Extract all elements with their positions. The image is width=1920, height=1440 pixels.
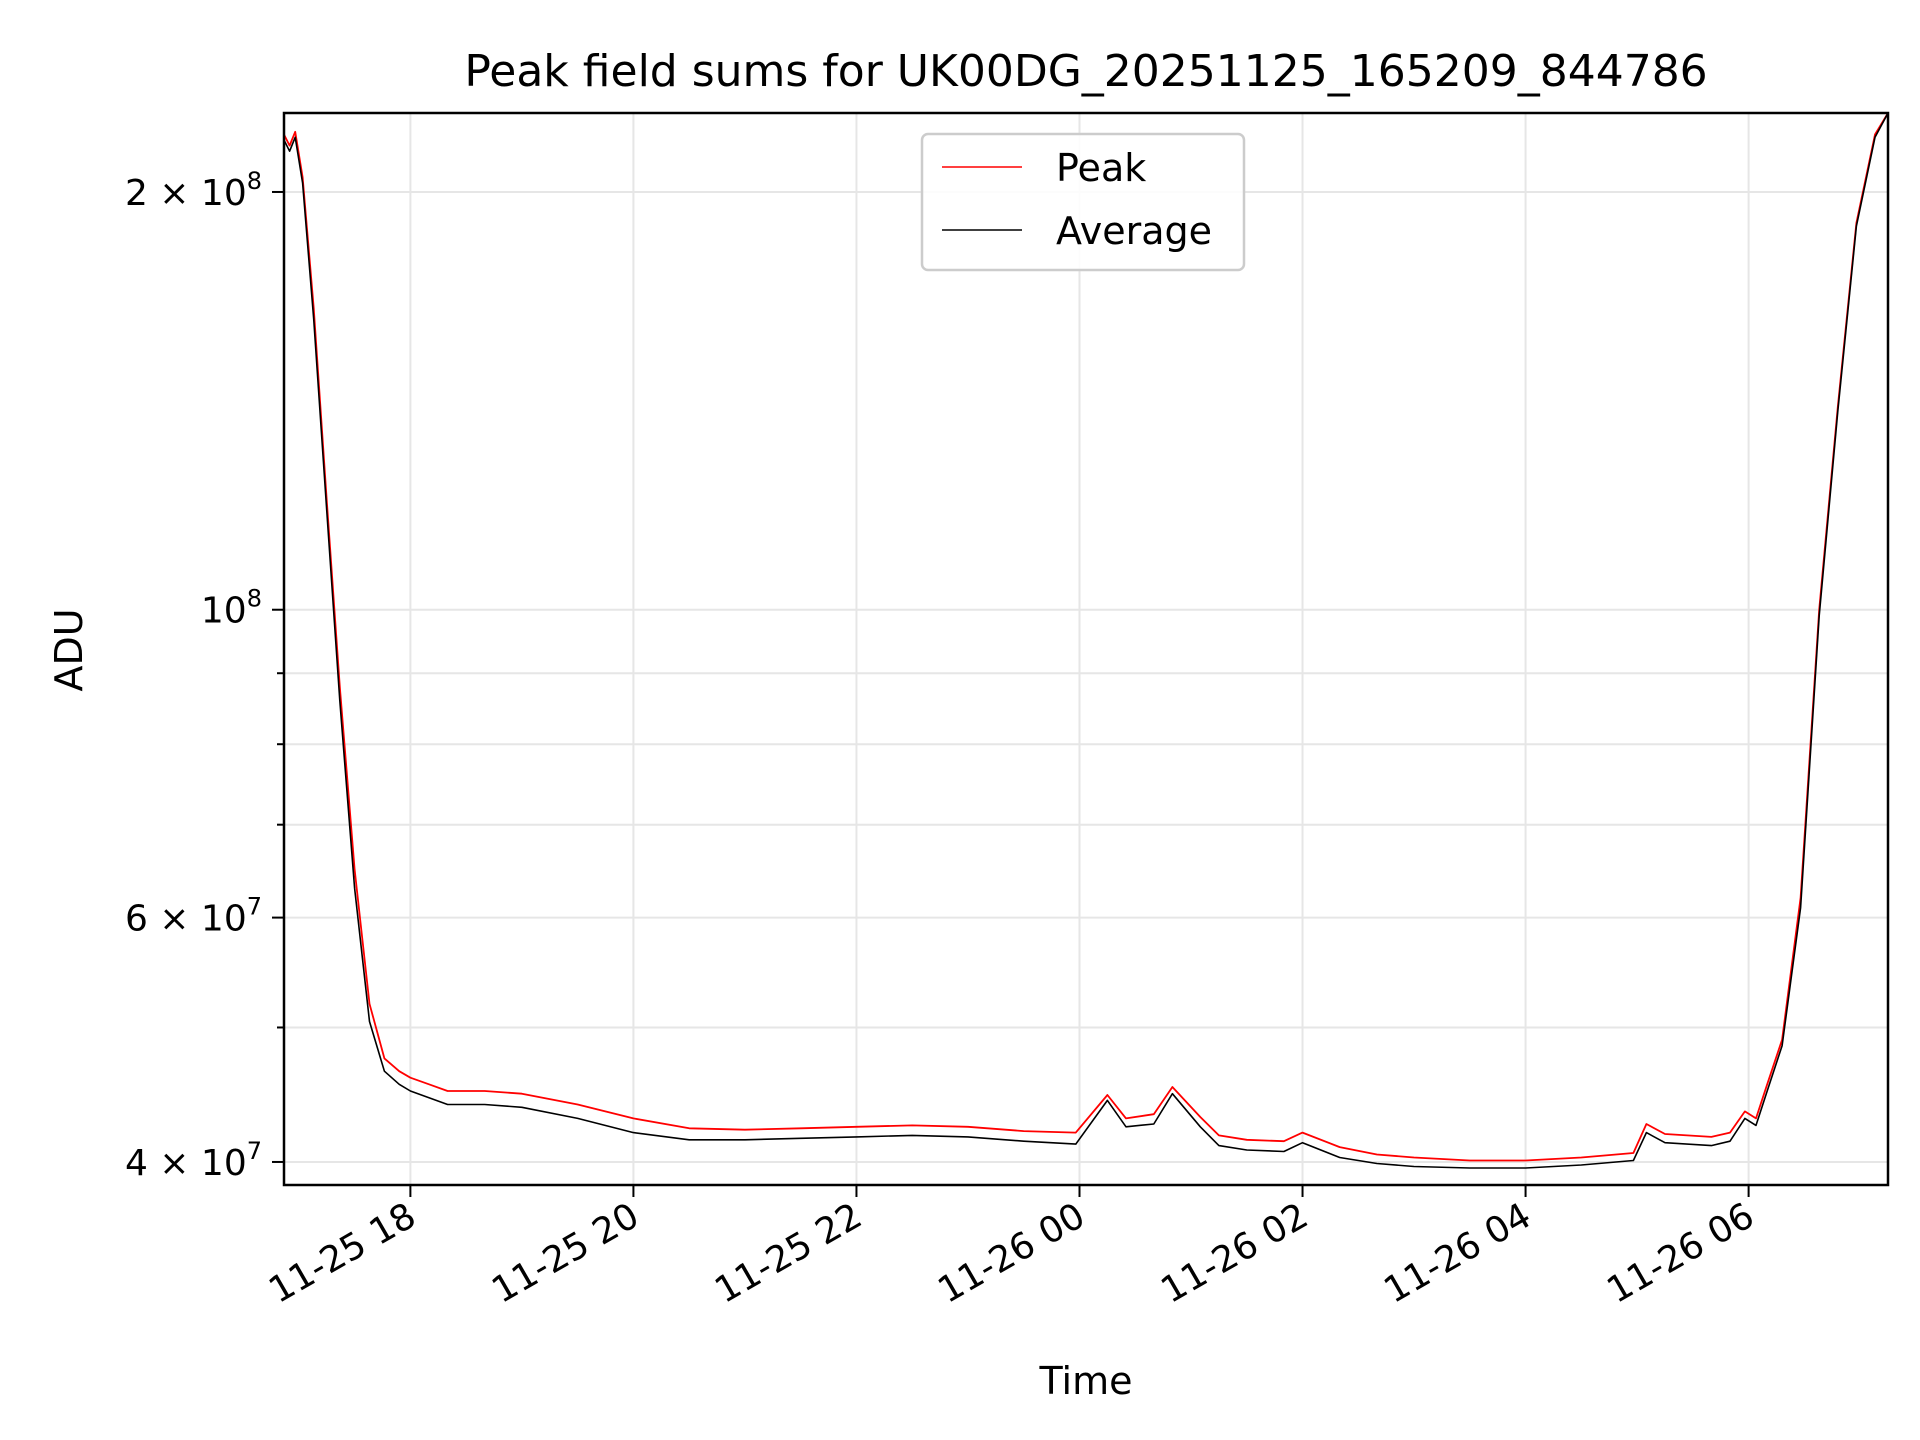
series-line-average	[284, 113, 1888, 1169]
legend-label-peak: Peak	[1056, 146, 1146, 190]
x-tick-label: 11-25 20	[485, 1195, 646, 1311]
x-axis-label: Time	[1039, 1359, 1133, 1403]
x-tick-label: 11-26 00	[931, 1195, 1092, 1311]
y-tick-base: 6 × 10	[125, 899, 247, 940]
y-tick-label: 2 × 108	[125, 167, 262, 214]
plot-area	[284, 113, 1888, 1169]
y-tick-exponent: 8	[247, 167, 262, 195]
y-tick-exponent: 7	[247, 893, 262, 921]
grid	[284, 113, 1888, 1185]
plot-frame	[282, 111, 1890, 1187]
x-tick-label: 11-26 06	[1600, 1195, 1761, 1311]
chart-title: Peak field sums for UK00DG_20251125_1652…	[464, 46, 1707, 97]
x-tick-label: 11-26 04	[1377, 1195, 1538, 1311]
y-axis-label: ADU	[47, 608, 91, 691]
x-tick-label: 11-25 22	[708, 1195, 869, 1311]
legend-box	[920, 132, 1246, 272]
y-tick-label: 4 × 107	[125, 1137, 262, 1184]
y-tick-exponent: 8	[247, 585, 262, 613]
series-line-peak	[284, 113, 1888, 1162]
y-tick-label: 108	[201, 585, 262, 632]
y-tick-exponent: 7	[247, 1137, 262, 1165]
x-axis: 11-25 18 11-25 20 11-25 22 11-26 00 11-26 02…	[262, 1185, 1761, 1312]
legend-label-average: Average	[1056, 209, 1212, 253]
y-tick-base: 10	[201, 591, 247, 632]
y-tick-base: 2 × 10	[125, 173, 247, 214]
y-tick-label: 6 × 107	[125, 893, 262, 940]
y-tick-base: 4 × 10	[125, 1143, 247, 1184]
legend: Peak Average	[920, 132, 1246, 272]
x-tick-label: 11-25 18	[262, 1195, 423, 1311]
x-tick-label: 11-26 02	[1154, 1195, 1315, 1311]
